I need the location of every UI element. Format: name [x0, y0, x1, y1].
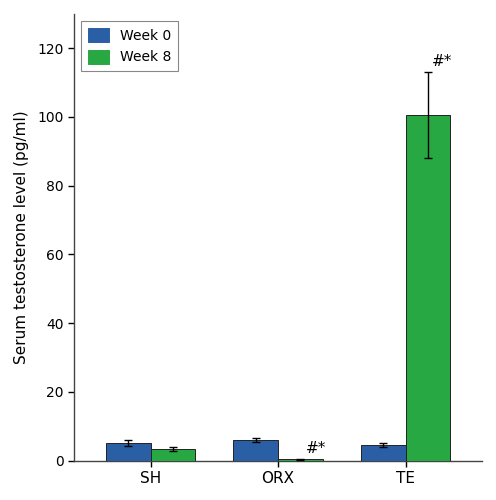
Bar — [361, 445, 406, 460]
Bar — [406, 116, 450, 461]
Text: #*: #* — [432, 54, 452, 69]
Bar — [234, 440, 278, 460]
Y-axis label: Serum testosterone level (pg/ml): Serum testosterone level (pg/ml) — [14, 110, 29, 364]
Text: #*: #* — [306, 441, 326, 456]
Bar — [106, 443, 150, 460]
Legend: Week 0, Week 8: Week 0, Week 8 — [81, 21, 178, 71]
Bar — [150, 448, 195, 460]
